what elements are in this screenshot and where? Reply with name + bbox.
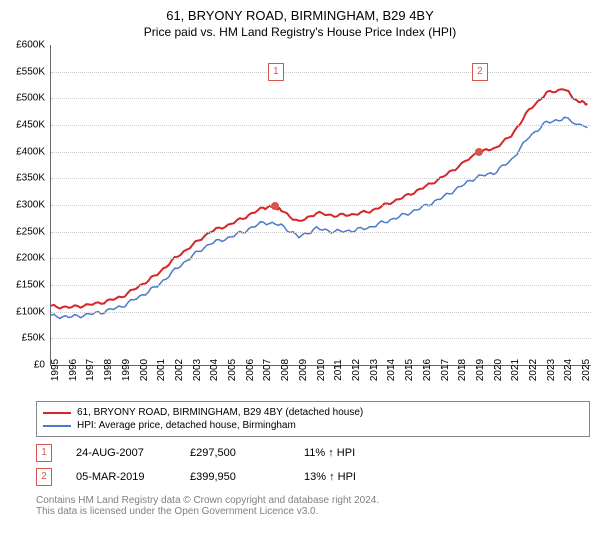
transaction-table: 1 24-AUG-2007 £297,500 11% ↑ HPI 2 05-MAR-201… (36, 441, 590, 489)
gridline (51, 178, 591, 179)
x-axis-label: 2005 (227, 359, 238, 381)
chart-title: 61, BRYONY ROAD, BIRMINGHAM, B29 4BY (0, 0, 600, 23)
transaction-delta: 13% ↑ HPI (304, 471, 394, 483)
footer-attribution: Contains HM Land Registry data © Crown c… (36, 495, 590, 517)
y-axis-label: £500K (0, 93, 45, 104)
transaction-row: 1 24-AUG-2007 £297,500 11% ↑ HPI (36, 441, 590, 465)
x-axis-label: 2012 (351, 359, 362, 381)
x-axis-label: 2006 (245, 359, 256, 381)
footer-line-2: This data is licensed under the Open Gov… (36, 506, 590, 517)
series-hpi (51, 117, 588, 318)
gridline (51, 258, 591, 259)
chart-container: 61, BRYONY ROAD, BIRMINGHAM, B29 4BY Pri… (0, 0, 600, 560)
x-axis-label: 1998 (103, 359, 114, 381)
x-axis-label: 2016 (422, 359, 433, 381)
x-axis-label: 2020 (493, 359, 504, 381)
plot-region: 12 (50, 45, 591, 366)
legend-label: HPI: Average price, detached house, Birm… (77, 420, 296, 431)
chart-subtitle: Price paid vs. HM Land Registry's House … (0, 23, 600, 45)
x-axis-label: 2023 (546, 359, 557, 381)
x-axis-label: 2013 (369, 359, 380, 381)
x-axis-label: 2019 (475, 359, 486, 381)
x-axis-label: 2010 (316, 359, 327, 381)
transaction-row: 2 05-MAR-2019 £399,950 13% ↑ HPI (36, 465, 590, 489)
transaction-marker: 2 (36, 468, 52, 486)
x-axis-label: 1996 (68, 359, 79, 381)
x-axis-label: 1999 (121, 359, 132, 381)
marker-dot-2 (475, 148, 483, 156)
marker-label-2: 2 (472, 63, 488, 81)
marker-label-1: 1 (268, 63, 284, 81)
y-axis-label: £450K (0, 120, 45, 131)
legend-swatch (43, 425, 71, 427)
x-axis-label: 2014 (386, 359, 397, 381)
legend-box: 61, BRYONY ROAD, BIRMINGHAM, B29 4BY (de… (36, 401, 590, 437)
legend-label: 61, BRYONY ROAD, BIRMINGHAM, B29 4BY (de… (77, 407, 363, 418)
legend-item: HPI: Average price, detached house, Birm… (43, 419, 583, 432)
y-axis-label: £600K (0, 40, 45, 51)
x-axis-label: 2018 (457, 359, 468, 381)
x-axis-label: 2009 (298, 359, 309, 381)
gridline (51, 285, 591, 286)
x-axis-label: 2001 (156, 359, 167, 381)
chart-area: 12 £0£50K£100K£150K£200K£250K£300K£350K£… (50, 45, 590, 395)
legend-item: 61, BRYONY ROAD, BIRMINGHAM, B29 4BY (de… (43, 406, 583, 419)
y-axis-label: £50K (0, 333, 45, 344)
x-axis-label: 2000 (139, 359, 150, 381)
y-axis-label: £250K (0, 226, 45, 237)
x-axis-label: 2003 (192, 359, 203, 381)
x-axis-label: 2024 (563, 359, 574, 381)
x-axis-label: 1997 (85, 359, 96, 381)
y-axis-label: £400K (0, 146, 45, 157)
gridline (51, 205, 591, 206)
series-price_paid (51, 89, 588, 308)
x-axis-label: 2022 (528, 359, 539, 381)
y-axis-label: £150K (0, 280, 45, 291)
gridline (51, 312, 591, 313)
x-axis-label: 2017 (440, 359, 451, 381)
gridline (51, 72, 591, 73)
gridline (51, 98, 591, 99)
x-axis-label: 2002 (174, 359, 185, 381)
x-axis-label: 2015 (404, 359, 415, 381)
y-axis-label: £550K (0, 66, 45, 77)
transaction-price: £399,950 (190, 471, 280, 483)
x-axis-label: 2004 (209, 359, 220, 381)
transaction-price: £297,500 (190, 447, 280, 459)
y-axis-label: £200K (0, 253, 45, 264)
legend-swatch (43, 412, 71, 414)
x-axis-label: 2008 (280, 359, 291, 381)
transaction-date: 24-AUG-2007 (76, 447, 166, 459)
gridline (51, 152, 591, 153)
x-axis-label: 2021 (510, 359, 521, 381)
transaction-delta: 11% ↑ HPI (304, 447, 394, 459)
x-axis-label: 2011 (333, 359, 344, 381)
y-axis-label: £100K (0, 306, 45, 317)
y-axis-label: £350K (0, 173, 45, 184)
gridline (51, 338, 591, 339)
transaction-date: 05-MAR-2019 (76, 471, 166, 483)
y-axis-label: £0 (0, 360, 45, 371)
gridline (51, 125, 591, 126)
gridline (51, 232, 591, 233)
y-axis-label: £300K (0, 200, 45, 211)
x-axis-label: 1995 (50, 359, 61, 381)
x-axis-label: 2025 (581, 359, 592, 381)
marker-dot-1 (271, 202, 279, 210)
transaction-marker: 1 (36, 444, 52, 462)
x-axis-label: 2007 (262, 359, 273, 381)
footer-line-1: Contains HM Land Registry data © Crown c… (36, 495, 590, 506)
